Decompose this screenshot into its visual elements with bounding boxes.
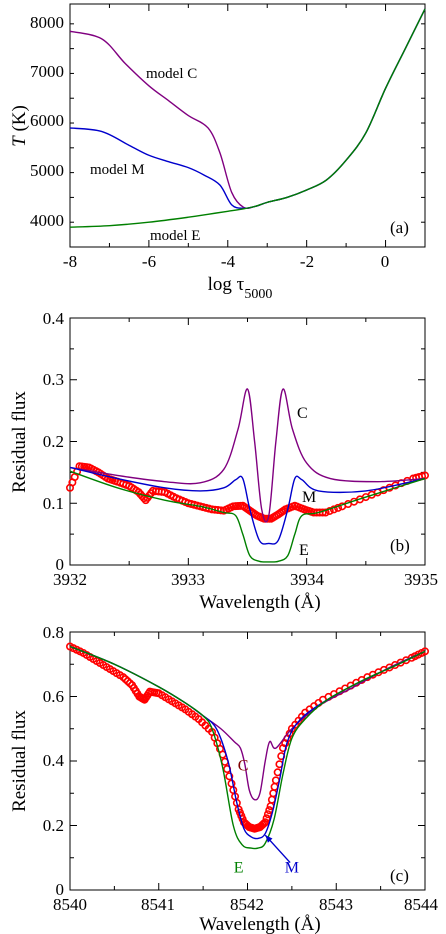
series-observed-markers <box>66 642 429 833</box>
x-tick-label: 3933 <box>171 570 205 589</box>
y-tick-label: 0 <box>56 555 65 574</box>
data-point <box>225 772 234 781</box>
plot-frame-b <box>69 317 426 566</box>
data-point <box>271 776 280 785</box>
x-tick-label: 3935 <box>404 570 438 589</box>
arrow-m-head <box>265 835 273 843</box>
series-line-model-c <box>69 8 426 209</box>
x-tick-label: 8542 <box>230 895 264 914</box>
y-axis-label: Residual flux <box>9 710 30 812</box>
series-line-e <box>69 470 426 563</box>
y-tick-label: 0.6 <box>43 687 64 706</box>
x-tick-label: 8543 <box>319 895 353 914</box>
series-label-model-c: model C <box>146 66 197 82</box>
panel-tag-a: (a) <box>390 218 409 237</box>
y-tick-label: 0.1 <box>43 494 64 513</box>
series-b <box>66 388 429 563</box>
series-label-c: C <box>297 405 308 422</box>
ticks-c <box>69 631 426 891</box>
data-point <box>329 505 338 514</box>
series-line-e <box>69 645 426 850</box>
ticks-b <box>69 317 426 566</box>
series-label-model-e: model E <box>150 228 200 244</box>
y-tick-label: 0.8 <box>43 623 64 642</box>
annotations-c: C E M <box>234 758 299 877</box>
series-observed-markers <box>66 462 429 523</box>
data-point <box>269 789 278 798</box>
data-point <box>325 506 334 515</box>
y-tick-label: 0.3 <box>43 370 64 389</box>
series-label-m: M <box>302 489 316 506</box>
panel-a: 4000 5000 6000 7000 8000 -8 -6 -4 -2 0 T… <box>9 3 426 302</box>
y-axis-label: Residual flux <box>9 391 30 493</box>
y-axis-label: T (K) <box>9 105 30 147</box>
data-point <box>265 806 274 815</box>
series-c <box>66 642 429 850</box>
y-tick-label: 6000 <box>30 111 64 130</box>
panel-c: C E M 0 0.2 0.4 0.6 0.8 8540 8541 8542 854… <box>9 623 439 934</box>
x-tick-label: -2 <box>300 252 314 271</box>
annotation-m: M <box>285 859 299 876</box>
data-point <box>420 647 429 656</box>
plot-frame-a <box>69 3 426 248</box>
y-tick-label: 0.4 <box>43 751 65 770</box>
data-point <box>267 795 276 804</box>
data-point <box>261 818 270 827</box>
y-tick-label: 5000 <box>30 161 64 180</box>
data-point <box>262 814 271 823</box>
panel-tag-c: (c) <box>390 866 409 885</box>
data-point <box>270 782 279 791</box>
x-tick-label: 8544 <box>404 895 439 914</box>
annotation-c: C <box>238 758 249 775</box>
series-a <box>69 8 426 228</box>
series-line-m <box>69 466 426 545</box>
y-tick-label: 0.2 <box>43 816 64 835</box>
y-tick-label: 0.2 <box>43 432 64 451</box>
x-tick-label: 8540 <box>53 895 87 914</box>
x-axis-label: log τ5000 <box>208 274 273 302</box>
series-line-model-e <box>69 8 426 228</box>
x-tick-label: -4 <box>221 252 236 271</box>
y-tick-label: 7000 <box>30 62 64 81</box>
x-axis-label: Wavelength (Å) <box>199 592 320 613</box>
series-label-model-m: model M <box>90 162 145 178</box>
data-point <box>263 810 272 819</box>
x-tick-label: -8 <box>63 252 77 271</box>
x-axis-label: Wavelength (Å) <box>199 914 320 934</box>
series-line-c <box>69 388 426 523</box>
annotation-e: E <box>234 859 244 876</box>
y-tick-label: 0 <box>56 880 65 899</box>
panel-tag-b: (b) <box>390 536 410 555</box>
series-label-e: E <box>299 542 309 559</box>
data-point <box>321 508 330 517</box>
y-tick-label: 4000 <box>30 211 64 230</box>
x-tick-label: 0 <box>381 252 390 271</box>
x-tick-label: -6 <box>142 252 156 271</box>
y-tick-label: 0.4 <box>43 309 65 328</box>
y-tick-label: 8000 <box>30 13 64 32</box>
series-line-model-m <box>69 8 426 210</box>
panel-b: 0 0.1 0.2 0.3 0.4 3932 3933 3934 3935 Re… <box>9 309 438 613</box>
x-tick-label: 3932 <box>53 570 87 589</box>
x-tick-label: 3934 <box>290 570 325 589</box>
ticks-a <box>69 4 426 248</box>
series-line-c <box>69 645 426 801</box>
x-tick-label: 8541 <box>141 895 175 914</box>
